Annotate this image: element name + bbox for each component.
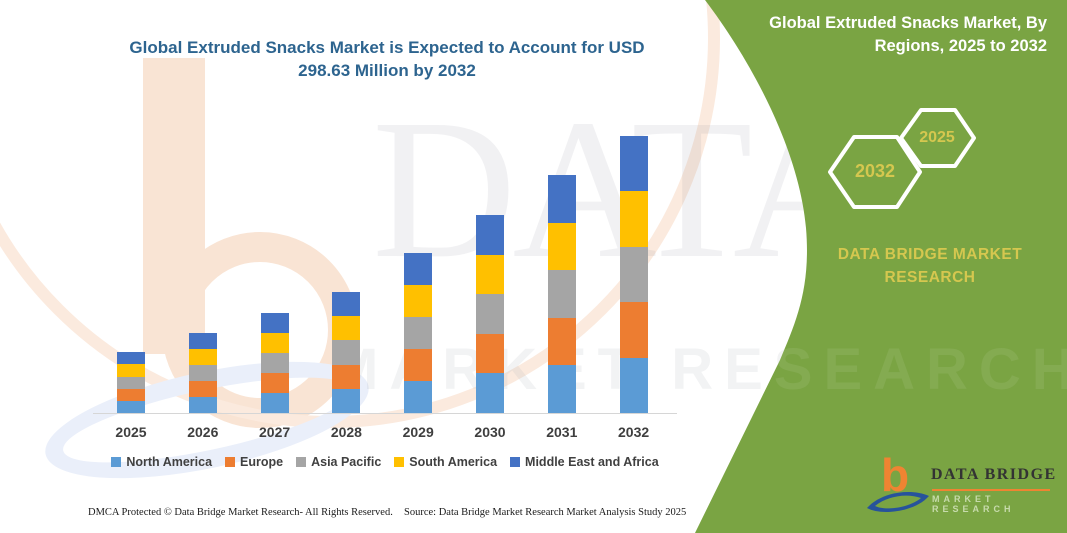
legend-swatch-south-america xyxy=(394,457,405,467)
legend-swatch-europe xyxy=(225,457,236,467)
bar-segment-south-america-2028 xyxy=(332,316,361,341)
bar-segment-south-america-2025 xyxy=(117,364,145,377)
legend-item-north-america: North America xyxy=(111,455,212,469)
logo-name-text: DATA BRIDGE xyxy=(931,466,1057,483)
bar-segment-europe-2030 xyxy=(476,333,504,374)
bar-segment-north-america-2025 xyxy=(117,400,145,413)
bar-segment-asia-pacific-2029 xyxy=(404,316,433,349)
bar-segment-north-america-2030 xyxy=(476,373,504,413)
legend-label-north-america: North America xyxy=(126,455,213,469)
bar-segment-middle-east-and-africa-2025 xyxy=(117,352,145,365)
bar-segment-middle-east-and-africa-2032 xyxy=(619,136,648,192)
bar-segment-north-america-2027 xyxy=(260,392,289,413)
legend-swatch-north-america xyxy=(111,457,122,467)
hexagon-badges xyxy=(828,108,976,209)
hexagon-2025-outline xyxy=(899,108,976,168)
legend-label-asia-pacific: Asia Pacific xyxy=(311,455,382,469)
bar-segment-south-america-2029 xyxy=(404,284,433,317)
x-axis-label-2027: 2027 xyxy=(259,424,291,440)
hexagon-2032-label: 2032 xyxy=(854,161,896,181)
bar-segment-south-america-2032 xyxy=(619,191,648,247)
company-logo: b DATA BRIDGE MARKET RESEARCH xyxy=(865,449,1060,526)
legend-item-asia-pacific: Asia Pacific xyxy=(296,455,381,469)
panel-title-line2: Regions, 2025 to 2032 xyxy=(874,37,1047,55)
x-axis-label-2032: 2032 xyxy=(618,424,650,440)
bar-segment-europe-2031 xyxy=(547,317,576,366)
x-axis-label-2026: 2026 xyxy=(187,424,219,440)
bar-segment-south-america-2026 xyxy=(188,349,217,366)
bar-segment-middle-east-and-africa-2026 xyxy=(188,333,217,350)
bar-segment-middle-east-and-africa-2029 xyxy=(404,252,433,285)
chart-title: Global Extruded Snacks Market is Expecte… xyxy=(87,36,687,82)
bar-segment-europe-2025 xyxy=(117,388,145,401)
bar-segment-south-america-2030 xyxy=(476,254,504,295)
footer-source-text: Source: Data Bridge Market Research Mark… xyxy=(404,507,687,518)
bar-segment-asia-pacific-2026 xyxy=(188,365,217,382)
bar-segment-asia-pacific-2027 xyxy=(260,352,289,373)
panel-title-line1: Global Extruded Snacks Market, By xyxy=(769,14,1047,32)
chart-title-line2: 298.63 Million by 2032 xyxy=(298,61,476,80)
chart-legend: North America Europe Asia Pacific South Ame… xyxy=(85,455,685,469)
legend-label-middle-east-and-africa: Middle East and Africa xyxy=(525,455,659,469)
bar-segment-asia-pacific-2031 xyxy=(547,270,576,318)
bar-segment-middle-east-and-africa-2028 xyxy=(332,291,361,317)
hexagon-2025-label: 2025 xyxy=(919,129,955,146)
bar-segment-south-america-2027 xyxy=(260,332,289,353)
brand-text: DATA BRIDGE MARKET RESEARCH xyxy=(790,243,1067,289)
legend-swatch-middle-east-and-africa xyxy=(510,457,521,467)
bar-segment-north-america-2031 xyxy=(547,365,576,413)
hexagon-2032-outline xyxy=(828,135,922,209)
bar-segment-middle-east-and-africa-2031 xyxy=(547,175,576,223)
x-axis-label-2029: 2029 xyxy=(402,424,434,440)
bar-segment-middle-east-and-africa-2027 xyxy=(260,312,289,333)
bar-segment-north-america-2029 xyxy=(404,380,433,413)
bar-segment-north-america-2028 xyxy=(332,388,361,413)
legend-item-middle-east-and-africa: Middle East and Africa xyxy=(510,455,659,469)
chart-title-line1: Global Extruded Snacks Market is Expecte… xyxy=(129,38,645,57)
bar-segment-middle-east-and-africa-2030 xyxy=(476,214,504,255)
bar-segment-europe-2032 xyxy=(619,302,648,358)
bar-segment-europe-2026 xyxy=(188,381,217,398)
bar-segment-south-america-2031 xyxy=(547,222,576,271)
legend-item-europe: Europe xyxy=(225,455,283,469)
bar-segment-north-america-2032 xyxy=(619,357,648,413)
logo-rule xyxy=(932,489,1050,491)
panel-title: Global Extruded Snacks Market, By Region… xyxy=(752,12,1047,58)
footer-dmca-text: DMCA Protected © Data Bridge Market Rese… xyxy=(88,507,393,518)
brand-text-line1: DATA BRIDGE MARKET xyxy=(837,246,1023,263)
bar-segment-europe-2029 xyxy=(404,348,433,381)
x-axis-label-2031: 2031 xyxy=(546,424,578,440)
bar-segment-asia-pacific-2032 xyxy=(619,246,648,303)
bar-segment-asia-pacific-2030 xyxy=(476,294,504,334)
legend-label-europe: Europe xyxy=(240,455,284,469)
bar-segment-asia-pacific-2025 xyxy=(117,376,145,389)
bar-segment-europe-2027 xyxy=(260,372,289,393)
legend-swatch-asia-pacific xyxy=(296,457,307,467)
brand-text-line2: RESEARCH xyxy=(884,269,976,286)
x-axis-line xyxy=(93,413,677,414)
bar-segment-europe-2028 xyxy=(332,364,361,389)
x-axis-label-2030: 2030 xyxy=(474,424,506,440)
bar-segment-asia-pacific-2028 xyxy=(332,340,361,365)
legend-item-south-america: South America xyxy=(394,455,497,469)
x-axis-label-2025: 2025 xyxy=(115,424,147,440)
bar-segment-north-america-2026 xyxy=(188,397,217,413)
logo-tagline-text: MARKET RESEARCH xyxy=(932,494,1015,514)
legend-label-south-america: South America xyxy=(409,455,498,469)
logo-swoosh-icon xyxy=(867,492,929,512)
x-axis-label-2028: 2028 xyxy=(330,424,362,440)
green-panel-shape xyxy=(695,0,1067,533)
